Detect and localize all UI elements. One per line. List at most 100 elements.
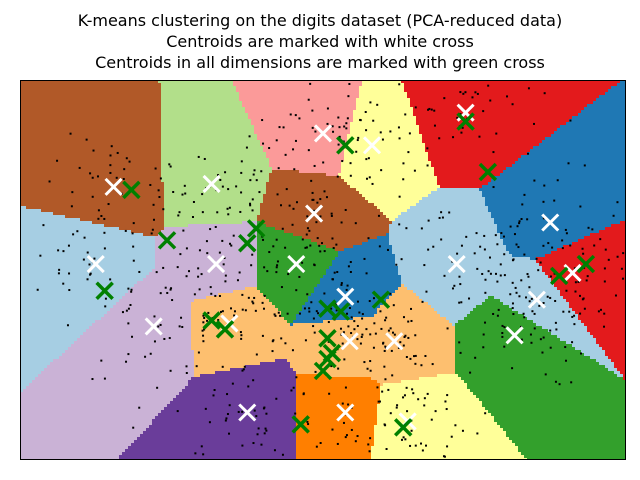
cluster-region xyxy=(548,329,588,333)
cluster-region xyxy=(494,290,561,294)
cluster-region xyxy=(371,317,447,321)
cluster-region xyxy=(470,389,626,393)
data-point xyxy=(461,126,464,129)
data-point xyxy=(103,247,106,250)
cluster-region xyxy=(20,137,162,141)
data-point xyxy=(414,106,417,109)
cluster-region xyxy=(20,89,162,93)
cluster-region xyxy=(494,221,621,225)
cluster-region xyxy=(20,344,72,348)
cluster-region xyxy=(344,155,429,159)
data-point xyxy=(311,126,314,129)
cluster-region xyxy=(20,164,162,168)
cluster-region xyxy=(371,446,519,450)
cluster-region xyxy=(281,311,300,315)
data-point xyxy=(571,341,574,344)
data-point xyxy=(305,233,308,236)
cluster-region xyxy=(191,305,276,309)
data-point xyxy=(420,227,423,230)
data-point xyxy=(366,367,369,370)
cluster-region xyxy=(518,449,626,453)
data-point xyxy=(132,245,135,248)
cluster-region xyxy=(380,395,477,399)
cluster-region xyxy=(296,443,375,447)
data-point xyxy=(123,168,126,171)
data-point xyxy=(583,307,586,310)
cluster-region xyxy=(248,113,354,117)
data-point xyxy=(377,214,380,217)
data-point xyxy=(543,184,546,187)
cluster-region xyxy=(296,410,378,414)
cluster-region xyxy=(314,287,399,291)
cluster-region xyxy=(161,176,270,180)
data-point xyxy=(443,274,446,277)
cluster-region xyxy=(239,95,360,99)
cluster-region xyxy=(119,455,297,459)
cluster-region xyxy=(128,290,183,294)
cluster-region xyxy=(20,179,162,183)
data-point xyxy=(275,271,278,274)
cluster-region xyxy=(20,452,123,456)
data-point xyxy=(203,328,206,331)
cluster-region xyxy=(155,260,258,264)
cluster-region xyxy=(467,314,525,318)
data-point xyxy=(528,286,531,289)
data-point xyxy=(335,309,338,312)
cluster-region xyxy=(527,152,626,156)
cluster-region xyxy=(530,257,537,261)
data-point xyxy=(518,220,521,223)
data-point xyxy=(48,180,51,183)
data-point xyxy=(392,331,395,334)
cluster-region xyxy=(269,161,342,165)
cluster-region xyxy=(494,287,558,291)
data-point xyxy=(244,309,247,312)
data-point xyxy=(131,232,134,235)
data-point xyxy=(339,327,342,330)
data-point xyxy=(372,119,375,122)
data-point xyxy=(432,245,435,248)
data-point xyxy=(251,209,254,212)
cluster-region xyxy=(455,335,558,339)
data-point xyxy=(414,362,417,365)
data-point xyxy=(125,309,128,312)
data-point xyxy=(500,232,503,235)
cluster-region xyxy=(566,122,626,126)
cluster-region xyxy=(194,368,231,372)
cluster-region xyxy=(161,110,246,114)
data-point xyxy=(398,195,401,198)
cluster-region xyxy=(20,275,147,279)
cluster-region xyxy=(296,431,375,435)
data-point xyxy=(330,214,333,217)
cluster-region xyxy=(458,320,534,324)
cluster-region xyxy=(20,449,126,453)
cluster-region xyxy=(374,431,507,435)
cluster-region xyxy=(611,86,626,90)
data-point xyxy=(276,264,279,267)
data-point xyxy=(226,413,229,416)
cluster-region xyxy=(356,98,411,102)
data-point xyxy=(58,268,61,271)
data-point xyxy=(583,164,586,167)
cluster-region xyxy=(152,422,297,426)
data-point xyxy=(542,200,545,203)
data-point xyxy=(272,339,275,342)
data-point xyxy=(402,162,405,165)
cluster-region xyxy=(419,128,558,132)
data-point xyxy=(478,135,481,138)
data-point xyxy=(395,406,398,409)
data-point xyxy=(347,265,350,268)
data-point xyxy=(541,351,544,354)
cluster-region xyxy=(248,116,354,120)
cluster-region xyxy=(257,239,312,243)
data-point xyxy=(127,307,130,310)
data-point xyxy=(202,314,205,317)
cluster-region xyxy=(296,452,372,456)
data-point xyxy=(593,244,596,247)
cluster-region xyxy=(581,350,606,354)
data-point xyxy=(331,125,334,128)
cluster-region xyxy=(260,209,381,213)
data-point xyxy=(586,275,589,278)
cluster-region xyxy=(20,455,120,459)
data-point xyxy=(262,142,265,145)
cluster-region xyxy=(191,302,273,306)
